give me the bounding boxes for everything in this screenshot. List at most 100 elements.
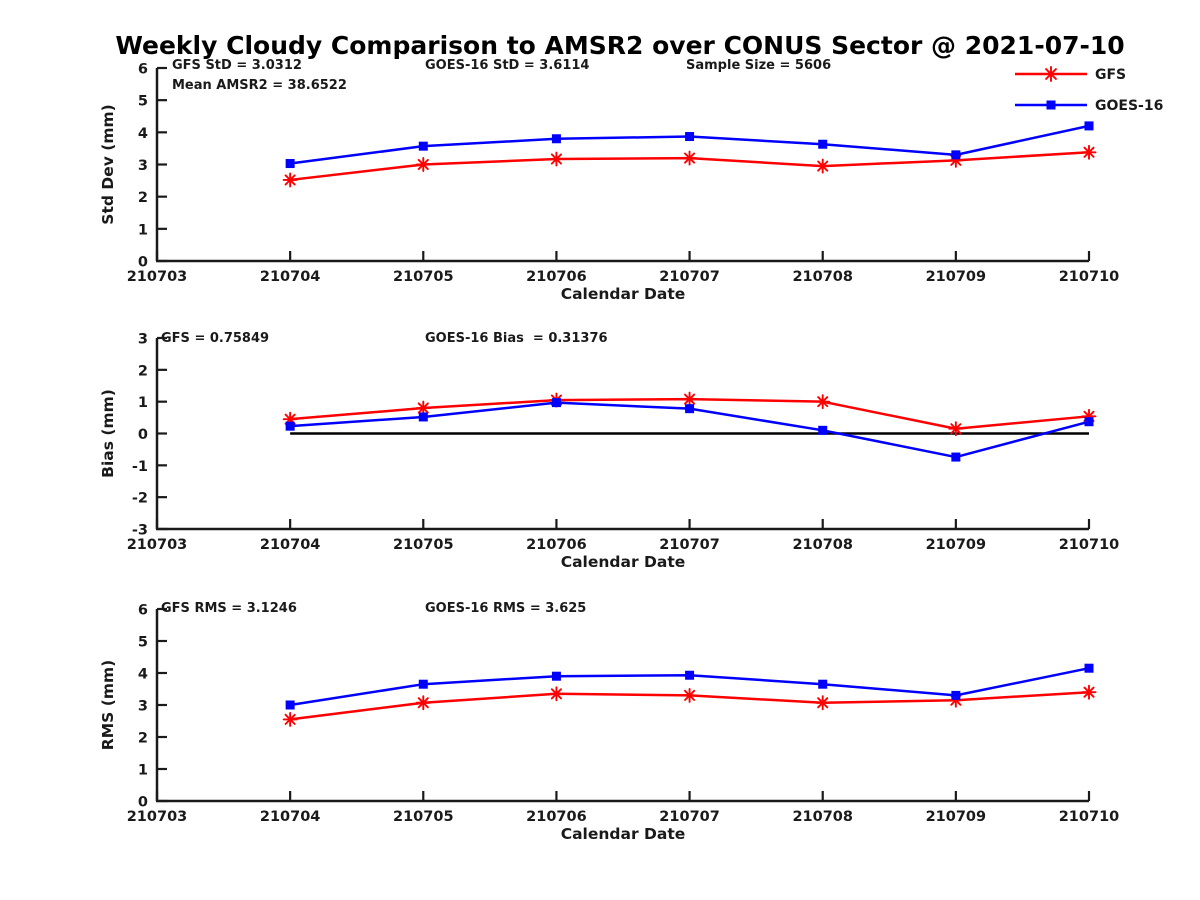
legend: GFS GOES-16 <box>1015 66 1163 114</box>
subplot-std-dev: 0 1 2 3 4 5 6 210703 210704 210705 210706 210707 210… <box>99 58 1119 303</box>
y-tick-label: 3 <box>138 332 148 348</box>
annotation-text: GFS = 0.75849 <box>161 331 269 346</box>
annotation-text: Sample Size = 5606 <box>686 58 831 73</box>
star-marker-icon <box>415 157 431 172</box>
annotation-text: GFS StD = 3.0312 <box>172 58 302 73</box>
y-axis-title: RMS (mm) <box>99 660 117 750</box>
subplot-bias: -3 -2 -1 0 1 2 3 210703 210704 210705 210706 210707… <box>99 331 1119 571</box>
x-tick-label: 210707 <box>659 269 720 285</box>
square-marker-icon <box>818 679 828 689</box>
x-tick-label: 210703 <box>127 537 188 553</box>
star-marker-icon <box>282 711 298 727</box>
x-tick-label: 210705 <box>393 269 454 285</box>
x-tick-label: 210709 <box>926 269 987 285</box>
y-tick-label: 5 <box>138 635 148 651</box>
x-axis-title: Calendar Date <box>561 285 686 303</box>
star-marker-icon <box>415 400 431 416</box>
x-tick-label: 210706 <box>526 269 587 285</box>
square-marker-icon <box>1084 121 1094 131</box>
square-marker-icon <box>685 404 695 414</box>
y-tick-label: 2 <box>138 190 148 206</box>
y-tick-label: 0 <box>138 795 148 811</box>
chart-title: Weekly Cloudy Comparison to AMSR2 over C… <box>115 31 1125 60</box>
square-marker-icon <box>551 134 561 144</box>
y-tick-label: 0 <box>138 427 148 443</box>
legend-label: GOES-16 <box>1095 98 1163 114</box>
square-marker-icon <box>418 679 428 689</box>
y-tick-label: -3 <box>132 523 148 539</box>
square-marker-icon <box>551 671 561 681</box>
square-marker-icon <box>285 421 295 431</box>
x-tick-label: 210705 <box>393 537 454 553</box>
y-tick-label: -2 <box>132 491 148 507</box>
subplot-rms: 0 1 2 3 4 5 6 210703 210704 210705 210706 210707 210… <box>99 601 1119 843</box>
legend-label: GFS <box>1095 67 1126 83</box>
star-marker-icon <box>815 394 831 410</box>
annotation-text: GOES-16 Bias = 0.31376 <box>425 331 608 346</box>
x-tick-label: 210710 <box>1059 269 1120 285</box>
square-marker-icon <box>818 425 828 435</box>
square-marker-icon <box>685 670 695 680</box>
y-tick-label: 4 <box>138 126 148 142</box>
square-marker-icon <box>285 700 295 710</box>
y-tick-label: 2 <box>138 363 148 379</box>
x-tick-label: 210708 <box>792 809 853 825</box>
x-tick-label: 210703 <box>127 809 188 825</box>
star-marker-icon <box>548 151 564 167</box>
star-marker-icon <box>815 158 831 174</box>
square-marker-icon <box>551 398 561 408</box>
star-marker-icon <box>682 687 698 703</box>
y-tick-label: 1 <box>138 763 148 779</box>
x-tick-label: 210709 <box>926 809 987 825</box>
star-marker-icon <box>682 150 698 166</box>
square-marker-icon <box>285 159 295 169</box>
x-tick-label: 210706 <box>526 537 587 553</box>
y-tick-label: 3 <box>138 158 148 174</box>
y-tick-label: 1 <box>138 395 148 411</box>
square-marker-icon <box>418 141 428 151</box>
x-tick-label: 210707 <box>659 537 720 553</box>
x-tick-label: 210703 <box>127 269 188 285</box>
x-tick-label: 210704 <box>260 269 321 285</box>
square-marker-icon <box>951 150 961 160</box>
x-tick-label: 210707 <box>659 809 720 825</box>
star-marker-icon <box>415 695 431 711</box>
x-tick-label: 210708 <box>792 269 853 285</box>
y-tick-label: 6 <box>138 603 148 619</box>
y-axis-title: Std Dev (mm) <box>99 104 117 224</box>
square-marker-icon <box>951 452 961 462</box>
star-marker-icon <box>1081 684 1097 700</box>
x-tick-label: 210708 <box>792 537 853 553</box>
x-tick-label: 210705 <box>393 809 454 825</box>
legend-star-marker-icon <box>1043 66 1059 82</box>
star-marker-icon <box>548 686 564 702</box>
x-tick-label: 210709 <box>926 537 987 553</box>
x-axis-title: Calendar Date <box>561 825 686 843</box>
square-marker-icon <box>818 139 828 149</box>
x-tick-label: 210710 <box>1059 537 1120 553</box>
y-tick-label: 5 <box>138 94 148 110</box>
annotation-text: GOES-16 StD = 3.6114 <box>425 58 589 73</box>
annotation-text: GFS RMS = 3.1246 <box>161 601 297 616</box>
star-marker-icon <box>682 391 698 407</box>
annotation-text: GOES-16 RMS = 3.625 <box>425 601 586 616</box>
x-tick-label: 210706 <box>526 809 587 825</box>
square-marker-icon <box>951 690 961 700</box>
y-axis-title: Bias (mm) <box>99 389 117 478</box>
x-tick-label: 210710 <box>1059 809 1120 825</box>
y-tick-label: 1 <box>138 222 148 238</box>
x-tick-label: 210704 <box>260 537 321 553</box>
legend-square-marker-icon <box>1046 100 1056 110</box>
y-tick-label: 3 <box>138 699 148 715</box>
star-marker-icon <box>815 695 831 711</box>
x-axis-title: Calendar Date <box>561 553 686 571</box>
y-tick-label: 6 <box>138 62 148 78</box>
x-tick-label: 210704 <box>260 809 321 825</box>
square-marker-icon <box>685 132 695 142</box>
star-marker-icon <box>282 172 298 188</box>
star-marker-icon <box>948 421 964 437</box>
star-marker-icon <box>1081 144 1097 160</box>
square-marker-icon <box>1084 663 1094 673</box>
square-marker-icon <box>1084 417 1094 427</box>
